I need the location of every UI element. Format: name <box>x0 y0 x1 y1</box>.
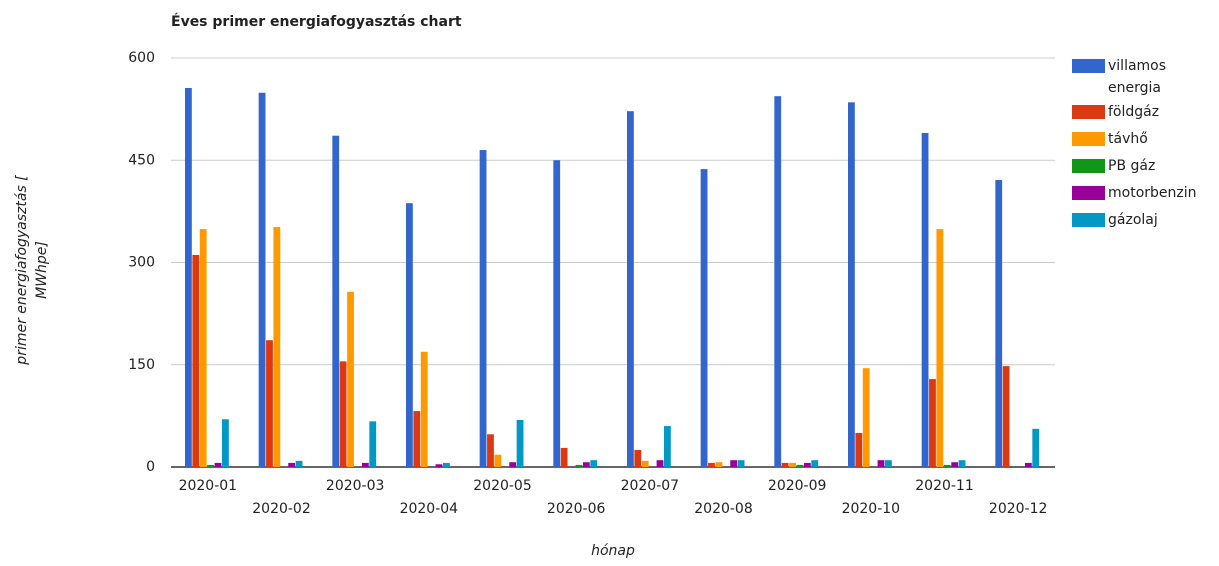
x-tick-label: 2020-10 <box>842 501 901 517</box>
bar <box>855 432 863 467</box>
bar <box>929 379 936 467</box>
legend-label: PB gáz <box>1108 158 1155 174</box>
bar <box>848 102 855 467</box>
bar <box>641 460 649 467</box>
bar <box>575 464 583 467</box>
bar <box>737 460 745 467</box>
bar <box>479 150 487 467</box>
bar <box>811 460 819 467</box>
y-tick-label: 600 <box>128 50 155 66</box>
bar <box>339 361 347 467</box>
x-tick-label: 2020-03 <box>326 478 385 494</box>
y-tick-label: 0 <box>146 459 155 475</box>
bar <box>266 340 273 467</box>
legend-label: távhő <box>1108 131 1148 147</box>
bar <box>207 464 214 467</box>
bar <box>553 160 561 467</box>
y-tick-label: 300 <box>128 255 155 271</box>
legend-label: földgáz <box>1108 104 1159 120</box>
bar <box>700 169 708 467</box>
bar <box>347 291 354 467</box>
bar <box>730 460 738 467</box>
x-tick-label: 2020-05 <box>473 478 532 494</box>
legend-swatch <box>1072 59 1105 73</box>
legend-swatch <box>1072 186 1105 200</box>
bar <box>288 462 296 467</box>
bar <box>406 203 413 467</box>
bar <box>494 454 502 467</box>
legend-label: motorbenzin <box>1108 185 1197 201</box>
bar <box>921 132 929 467</box>
bar <box>295 460 303 467</box>
bar <box>803 462 811 467</box>
bar <box>332 135 340 467</box>
legend-swatch <box>1072 105 1105 119</box>
bar <box>656 460 664 467</box>
bar <box>634 449 642 467</box>
bar <box>708 462 715 467</box>
y-axis-title: primer energiafogyasztás [MWhpe] <box>14 175 50 366</box>
x-tick-label: 2020-06 <box>547 501 606 517</box>
bar <box>958 460 966 467</box>
bar <box>862 368 870 467</box>
bar <box>413 411 421 467</box>
x-tick-label: 2020-04 <box>400 501 459 517</box>
bar <box>516 419 524 467</box>
x-tick-label: 2020-02 <box>252 501 311 517</box>
x-tick-label: 2020-12 <box>989 501 1048 517</box>
y-tick-label: 450 <box>128 152 155 168</box>
bar <box>951 462 959 467</box>
legend-swatch <box>1072 132 1105 146</box>
bar <box>487 434 494 467</box>
x-tick-label: 2020-01 <box>179 478 238 494</box>
x-tick-label: 2020-09 <box>768 478 827 494</box>
bar <box>885 460 892 467</box>
x-tick-label: 2020-11 <box>915 478 974 494</box>
bar <box>369 421 377 467</box>
x-tick-label: 2020-08 <box>694 501 753 517</box>
bar <box>435 464 443 467</box>
bar <box>273 227 281 467</box>
bar <box>222 419 229 467</box>
bar <box>1002 366 1010 467</box>
bar <box>1024 462 1032 467</box>
bar <box>361 462 369 467</box>
bar <box>877 460 885 467</box>
bar <box>627 111 634 468</box>
legend-label: villamos energia <box>1108 58 1166 96</box>
legend-label: gázolaj <box>1108 212 1158 228</box>
x-tick-label: 2020-07 <box>621 478 680 494</box>
bar <box>560 447 568 467</box>
bar <box>789 462 796 467</box>
bar <box>420 351 428 467</box>
bar <box>509 462 517 467</box>
bar <box>774 96 782 467</box>
bar <box>715 462 723 467</box>
bar <box>192 255 200 467</box>
bar <box>796 464 804 467</box>
bar <box>185 87 192 467</box>
chart-title: Éves primer energiafogyasztás chart <box>171 13 462 30</box>
bar <box>995 180 1003 468</box>
bar <box>781 462 789 467</box>
bar <box>443 462 450 467</box>
bar <box>943 464 951 467</box>
bar <box>214 462 222 467</box>
bar <box>936 229 944 467</box>
bar <box>258 92 266 467</box>
bar <box>582 462 590 467</box>
legend-swatch <box>1072 159 1105 173</box>
bar <box>664 426 671 467</box>
bar <box>590 460 598 467</box>
bar <box>199 229 207 467</box>
legend-swatch <box>1072 213 1105 227</box>
bar <box>1032 428 1040 467</box>
y-tick-label: 150 <box>128 357 155 373</box>
x-axis-title: hónap <box>591 543 635 559</box>
